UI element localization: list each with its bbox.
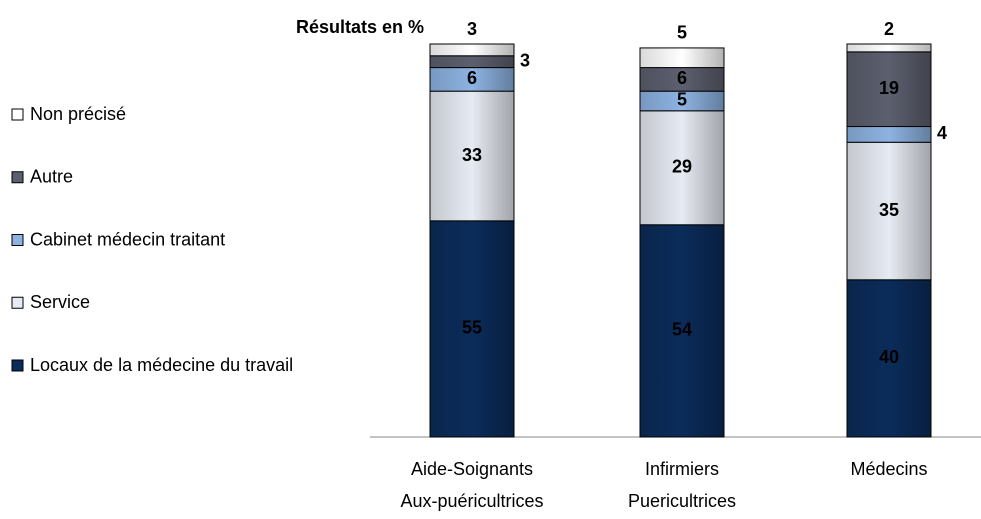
legend-swatch — [11, 296, 24, 309]
legend-label: Cabinet médecin traitant — [30, 229, 225, 249]
bar-shade — [640, 110, 724, 225]
legend-label: Autre — [30, 167, 73, 187]
bar-shade — [847, 51, 931, 127]
legend-label: Service — [30, 292, 90, 312]
chart-title: Résultats en % — [296, 17, 424, 37]
legend-swatch — [11, 171, 24, 184]
data-label: 19 — [879, 78, 899, 98]
legend-swatch — [11, 108, 24, 121]
bar-shade — [640, 224, 724, 437]
data-label: 3 — [467, 19, 477, 39]
bar-shade — [640, 67, 724, 92]
x-tick-label: Médecins — [850, 459, 927, 479]
data-label: 5 — [677, 90, 687, 110]
data-label: 2 — [884, 19, 894, 39]
data-label: 40 — [879, 347, 899, 367]
data-label: 29 — [672, 157, 692, 177]
data-label: 4 — [937, 123, 947, 143]
bar-shade — [847, 279, 931, 437]
bar-shade — [430, 44, 514, 56]
data-label: 33 — [462, 145, 482, 165]
legend-swatch — [11, 234, 24, 246]
bar-shade — [847, 44, 931, 52]
bar-shade — [430, 55, 514, 68]
bar-shade — [430, 91, 514, 221]
bar-shade — [847, 142, 931, 280]
data-label: 35 — [879, 200, 899, 220]
data-label: 55 — [462, 318, 482, 338]
bar-shade — [640, 47, 724, 68]
bar-shade — [640, 91, 724, 111]
bar-shade — [430, 67, 514, 92]
bar-shade — [430, 220, 514, 437]
bar-shade — [847, 126, 931, 143]
data-label: 6 — [467, 68, 477, 88]
data-label: 54 — [672, 320, 692, 340]
data-label: 6 — [677, 68, 687, 88]
legend-swatch — [11, 359, 24, 372]
legend-label: Non précisé — [30, 104, 126, 124]
data-label: 5 — [677, 23, 687, 43]
x-tick-label: Aide-Soignants Aux-puéricultrices — [400, 459, 543, 511]
legend-label: Locaux de la médecine du travail — [30, 355, 293, 375]
data-label: 3 — [520, 50, 530, 70]
x-tick-label: Infirmiers Puericultrices — [628, 459, 736, 511]
